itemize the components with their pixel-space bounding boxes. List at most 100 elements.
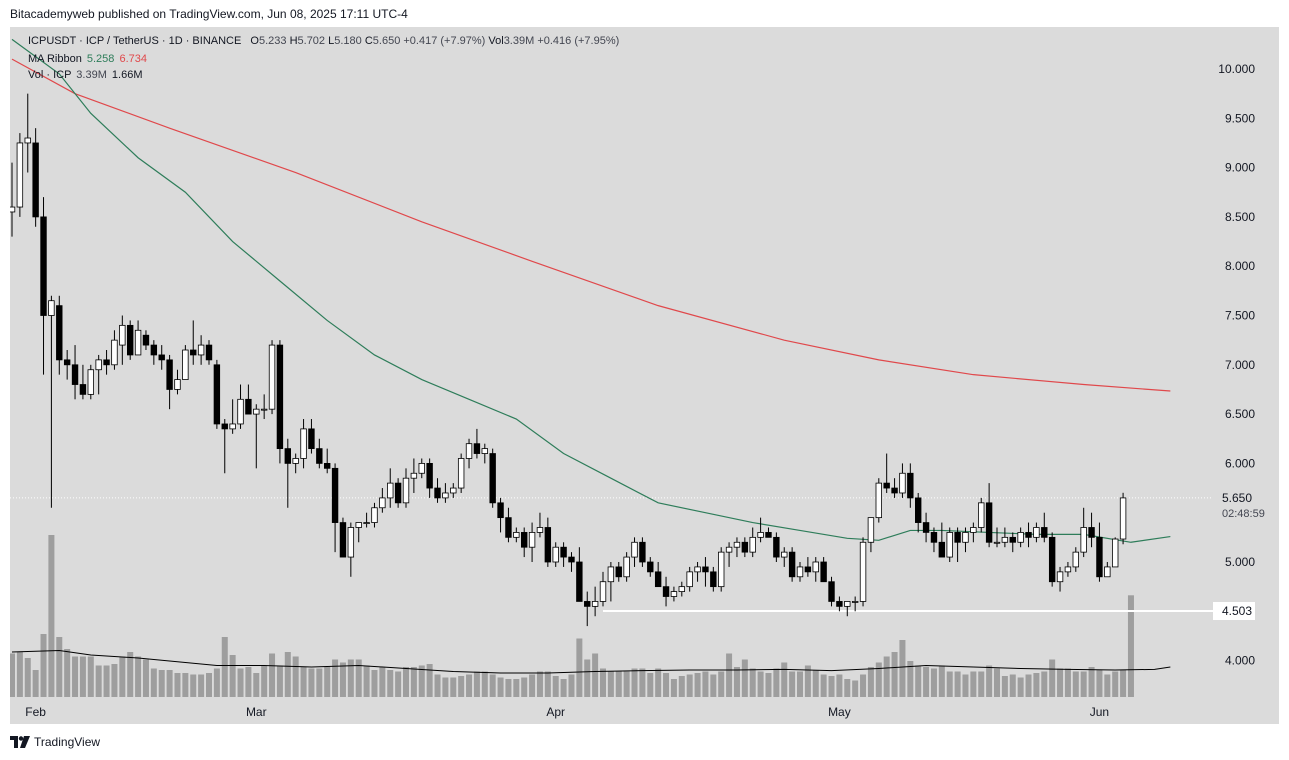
volume-bar [978,671,985,697]
volume-bar [994,668,1000,697]
candle-body [1001,536,1009,543]
candle-body [111,339,118,366]
volume-bar [300,667,307,697]
volume-bar [10,653,15,697]
candle-body [465,443,473,459]
candle-body [576,561,583,602]
candle-body [1112,538,1119,568]
candle-body [95,359,102,371]
legend-ma-ribbon[interactable]: MA Ribbon 5.258 6.734 [28,53,147,65]
volume-bar [600,668,606,697]
volume-bar [915,665,922,697]
volume-bar [828,676,835,697]
candle-body [647,561,654,573]
candle-body [678,586,685,592]
candle-body [292,458,299,464]
volume-bar [521,677,528,697]
candle-body [907,472,914,499]
volume-bar [158,670,165,697]
tradingview-logo-icon [10,736,30,748]
ohlc-open-label: O [250,35,259,47]
volume-bar [284,652,291,697]
candle-body [24,137,31,144]
candle-body [607,566,615,583]
candle-body [481,448,488,454]
candle-body [142,334,150,346]
x-tick-label: Mar [246,705,267,719]
volume-bar [741,659,748,697]
legend-volume[interactable]: Vol · ICP 3.39M 1.66M [28,69,143,81]
volume-bar [820,674,827,697]
candle-body [591,601,599,607]
candle-body [497,502,504,519]
volume-bar [316,668,323,697]
candle-body [379,497,386,509]
candle-body [260,408,268,411]
volume-bar [954,671,961,697]
ohlc-close-label: C [364,35,373,47]
candle-body [1009,536,1016,543]
candle-body [387,482,394,499]
candle-body [560,546,567,558]
candle-body [119,324,126,346]
candle-body [394,482,402,504]
volume-bar [16,652,23,697]
volume-bar [355,659,362,697]
volume-bar [1025,674,1032,697]
y-tick-label: 9.500 [1225,111,1255,125]
candle-body [883,482,890,489]
volume-bar [111,664,118,697]
candle-body [513,532,520,538]
volume-bar [237,668,244,697]
candle-body [174,379,181,390]
y-tick-label: 9.000 [1225,161,1255,175]
candlestick-chart[interactable]: 10.000 9.500 9.000 8.500 8.000 7.500 7.000 6.50… [10,27,1279,724]
volume-bar [1104,674,1111,697]
volume-bar [332,659,339,697]
volume-bar [87,656,94,697]
candle-body [718,551,725,588]
candle-body [536,527,544,533]
candle-body [552,546,559,563]
candle-body [733,541,741,548]
volume-bar [261,665,268,697]
volume-bar [718,671,725,697]
candle-body [457,458,465,489]
chart-pane[interactable]: 10.000 9.500 9.000 8.500 8.000 7.500 7.000 6.50… [10,27,1279,724]
candle-body [631,541,638,558]
candle-body [528,532,536,548]
candle-body [355,522,362,528]
candle-body [781,551,788,558]
volume-bar [702,671,709,697]
volume-bar [678,676,685,697]
volume-bar [639,668,646,697]
volume-bar [1017,677,1024,697]
candle-body [670,591,678,597]
volume-bar [875,662,882,697]
candle-body [276,344,284,450]
candle-body [639,541,646,563]
candle-body [954,532,961,543]
candle-body [284,448,291,464]
footer-brand: TradingView [34,735,101,749]
candle-body [134,329,142,356]
volume-bar [883,656,890,697]
volume-bar [72,656,79,697]
volume-bar [710,674,717,697]
candle-body [323,462,331,469]
volume-bar [119,656,126,697]
candle-body [182,349,189,380]
candle-body [725,546,733,553]
volume-bar [1120,670,1127,697]
candle-body [741,541,749,553]
volume-bar [95,665,102,697]
volume-bar [576,638,583,697]
volume-bar [970,671,977,697]
candle-body [568,556,575,563]
tradingview-footer[interactable]: TradingView [10,735,100,749]
candle-body [56,305,63,361]
vol-label: Vol [488,35,504,47]
candle-body [473,443,481,454]
candle-body [1072,551,1079,568]
volume-bar [339,662,346,697]
